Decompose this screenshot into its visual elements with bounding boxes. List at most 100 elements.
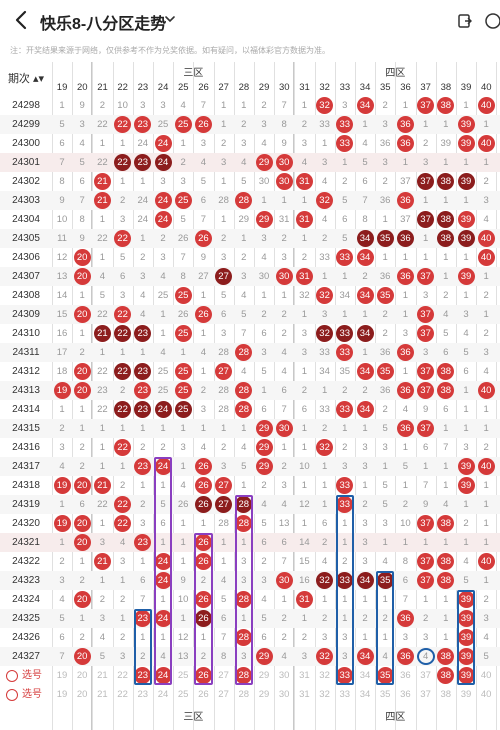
table-row[interactable]: 24300 6 4 1 1 24 24 1 3 2 3 4 9 3 1 33 4 36 36 2 39 39 40	[0, 134, 500, 153]
pick-cell[interactable]: 32	[319, 670, 330, 681]
pick-cell[interactable]: 21	[97, 689, 108, 700]
table-row[interactable]: 24318 19 20 21 2 1 1 4 26 27 1 2 3 1 1 33 1 5 1 7 1 39 1	[0, 476, 500, 495]
pick-cell[interactable]: 26	[193, 666, 213, 685]
pick-row[interactable]: 选号 19 20 21 22 23 24 25 26 27 28 29 30 31 32 33 34 35 36 37…	[0, 685, 500, 704]
pick-cell[interactable]: 34	[359, 670, 371, 681]
pick-cell[interactable]: 40	[480, 670, 492, 681]
table-row[interactable]: 24324 4 20 2 2 7 1 10 26 5 28 4 1 31 1 1 1 1 7 1 1 39 2	[0, 590, 500, 609]
pick-cell[interactable]: 37	[420, 689, 431, 700]
pick-cell[interactable]: 19	[56, 670, 68, 681]
table-row[interactable]: 24303 9 7 21 2 24 24 25 6 28 28 1 1 1 32 5 7 36 36 1 1 1 3	[0, 191, 500, 210]
table-row[interactable]: 24302 8 6 21 1 1 3 3 5 1 5 30 30 31 4 2 6 2 37 37 38 39 2	[0, 172, 500, 191]
table-row[interactable]: 24301 7 5 22 22 23 24 2 4 3 4 29 30 4 3 1 5 3 1 3 1 1 1	[0, 153, 500, 172]
pick-cell[interactable]: 20	[76, 689, 88, 700]
number-cell: 2	[119, 594, 126, 605]
table-row[interactable]: 24326 6 2 4 2 1 1 12 1 7 28 6 2 2 3 3 1 1 3 3 1 39 4	[0, 628, 500, 647]
table-row[interactable]: 24319 1 6 22 22 2 5 26 26 27 28 4 4 12 1 33 2 5 2 9 4 1 1	[0, 495, 500, 514]
table-row[interactable]: 24304 10 8 1 3 24 24 5 7 1 29 29 31 31 4 6 8 1 37 37 38 39 4	[0, 210, 500, 229]
number-cell: 4	[281, 499, 287, 510]
table-row[interactable]: 24327 7 20 5 3 2 4 13 2 8 3 29 4 3 32 3 34 4 36 4 38 39 5	[0, 647, 500, 666]
pick-cell[interactable]: 36	[400, 689, 411, 700]
period-header[interactable]: 期次 ▴▾	[7, 73, 45, 85]
pick-cell[interactable]: 37	[420, 670, 431, 681]
table-row[interactable]: 24309 15 20 22 22 4 1 26 26 6 5 2 2 1 3 1 1 2 1 37 4 3 1	[0, 305, 500, 324]
pick-cell[interactable]: 23	[137, 689, 149, 700]
table-row[interactable]: 24323 3 2 1 1 6 24 9 2 4 3 3 30 16 32 33 34 35 6 37 38 5 1	[0, 571, 500, 590]
pick-cell[interactable]: 24	[153, 666, 173, 685]
pick-cell[interactable]: 23	[133, 666, 153, 685]
table-row[interactable]: 24308 14 1 5 3 4 25 25 1 5 4 1 1 32 32 34 34 35 1 3 2 1 2	[0, 286, 500, 305]
pick-cell[interactable]: 25	[177, 689, 189, 700]
share-icon[interactable]	[456, 12, 474, 30]
pick-cell[interactable]: 40	[480, 689, 492, 700]
table-row[interactable]: 24314 1 1 22 22 23 24 25 3 28 28 6 7 6 33 33 34 2 4 9 6 1 1	[0, 400, 500, 419]
pick-cell[interactable]: 22	[117, 689, 128, 700]
number-cell: 14	[299, 537, 310, 548]
pick-cell[interactable]: 39	[456, 666, 476, 685]
pick-cell[interactable]: 35	[375, 666, 395, 685]
table-row[interactable]: 24313 19 20 23 2 23 25 25 2 28 28 1 6 2 1 2 2 36 36 37 38 1 40	[0, 381, 500, 400]
pick-cell[interactable]: 36	[400, 670, 411, 681]
pick-cell[interactable]: 33	[339, 689, 351, 700]
trend-grid[interactable]: 三区四区期次 ▴▾1920212223242526272829303132333…	[0, 62, 500, 730]
table-row[interactable]: 24325 5 1 3 1 23 24 1 26 6 1 5 2 1 2 1 2 2 36 2 1 39 3	[0, 609, 500, 628]
chevron-down-icon[interactable]	[163, 12, 177, 26]
table-row[interactable]: 24310 16 1 21 22 23 1 25 1 3 7 6 2 3 32 33 34 2 3 37 5 4 2	[0, 324, 500, 343]
table-row[interactable]: 24320 19 20 1 22 3 6 1 1 28 28 5 13 1 6 1 3 3 10 37 38 2 1	[0, 514, 500, 533]
drawn-ball: 20	[73, 648, 91, 665]
number-cell: 1	[99, 214, 106, 225]
pick-cell[interactable]: 24	[157, 689, 169, 700]
pick-cell[interactable]: 29	[258, 689, 270, 700]
select-radio[interactable]	[6, 670, 18, 682]
pick-cell[interactable]: 32	[319, 689, 330, 700]
pick-cell[interactable]: 27	[218, 670, 229, 681]
pick-cell[interactable]: 28	[234, 666, 254, 685]
pick-cell[interactable]: 25	[177, 670, 189, 681]
table-row[interactable]: 24307 13 20 4 6 3 4 8 27 27 3 30 30 31 1 1 2 36 36 37 1 39 1	[0, 267, 500, 286]
table-row[interactable]: 24299 5 3 22 22 23 25 25 26 1 2 3 8 2 33 33 1 3 36 1 1 39 1	[0, 115, 500, 134]
drawn-ball: 28	[235, 401, 253, 418]
pick-cell[interactable]: 22	[117, 670, 128, 681]
pick-cell[interactable]: 27	[218, 689, 229, 700]
pick-cell[interactable]: 29	[258, 670, 270, 681]
pick-cell[interactable]: 20	[76, 670, 88, 681]
table-row[interactable]: 24305 11 9 22 22 1 2 26 26 2 1 3 2 1 2 5 34 35 36 1 38 39 40	[0, 229, 500, 248]
table-row[interactable]: 24315 2 1 1 1 1 1 1 1 1 1 29 30 1 2 1 1 5 36 37 1 1 1	[0, 419, 500, 438]
pick-cell[interactable]: 38	[436, 666, 456, 685]
pick-cell[interactable]: 39	[460, 689, 472, 700]
table-row[interactable]: 24317 4 2 1 1 23 24 1 26 3 5 29 2 10 1 3 3 1 5 1 1 39 40	[0, 457, 500, 476]
number-cell: 21	[92, 552, 112, 571]
table-row[interactable]: 24322 2 1 21 3 1 24 1 26 1 3 2 7 15 4 2 3 4 8 37 38 4 40	[0, 552, 500, 571]
number-cell: 39	[456, 134, 476, 153]
pick-cell[interactable]: 19	[56, 689, 68, 700]
number-cell: 40	[476, 457, 496, 476]
table-row[interactable]: 24311 17 2 1 1 1 4 1 4 28 28 3 4 3 33 33 1 36 36 3 6 5 3	[0, 343, 500, 362]
table-row[interactable]: 24316 3 2 1 22 2 2 3 4 2 4 29 1 1 32 2 3 3 1 6 7 3 2	[0, 438, 500, 457]
table-row[interactable]: 24298 1 9 2 10 3 3 4 7 1 1 2 7 1 32 3 34 2 1 37 38 1 40	[0, 96, 500, 115]
pick-cell[interactable]: 30	[278, 670, 290, 681]
number-cell: 31	[278, 214, 290, 225]
pick-row[interactable]: 选号 19 20 21 22 23 24 25 26 27 28 29 30 31 32 33 34 35 36 37…	[0, 666, 500, 685]
pick-cell[interactable]: 31	[299, 670, 310, 681]
table-row[interactable]: 24321 1 20 3 4 23 1 1 26 1 1 6 6 14 2 1 3 1 1 1 1 1 1	[0, 533, 500, 552]
period-number: 24313	[12, 385, 40, 396]
pick-cell[interactable]: 26	[198, 689, 209, 700]
pick-cell[interactable]: 34	[359, 689, 371, 700]
help-icon[interactable]	[484, 12, 500, 30]
pick-cell[interactable]: 30	[278, 689, 290, 700]
pick-cell[interactable]: 31	[299, 689, 310, 700]
number-cell: 1	[79, 404, 85, 415]
drawn-ball: 37	[417, 268, 435, 285]
number-cell: 2	[422, 613, 429, 624]
page-title[interactable]: 快乐8-八分区走势	[40, 16, 167, 33]
pick-cell[interactable]: 28	[238, 689, 250, 700]
pick-cell[interactable]: 38	[440, 689, 452, 700]
pick-cell[interactable]: 33	[335, 666, 355, 685]
pick-cell[interactable]: 21	[97, 670, 108, 681]
table-row[interactable]: 24312 18 20 22 22 23 25 25 1 27 4 5 4 1 34 35 34 35 1 37 38 6…	[0, 362, 500, 381]
period-number: 24326	[12, 632, 40, 643]
select-radio[interactable]	[6, 689, 18, 701]
back-arrow-icon[interactable]	[10, 8, 34, 32]
table-row[interactable]: 24306 12 20 1 5 2 3 7 9 3 2 4 3 2 33 33 34 1 1 1 1 1 40	[0, 248, 500, 267]
pick-cell[interactable]: 35	[379, 689, 391, 700]
